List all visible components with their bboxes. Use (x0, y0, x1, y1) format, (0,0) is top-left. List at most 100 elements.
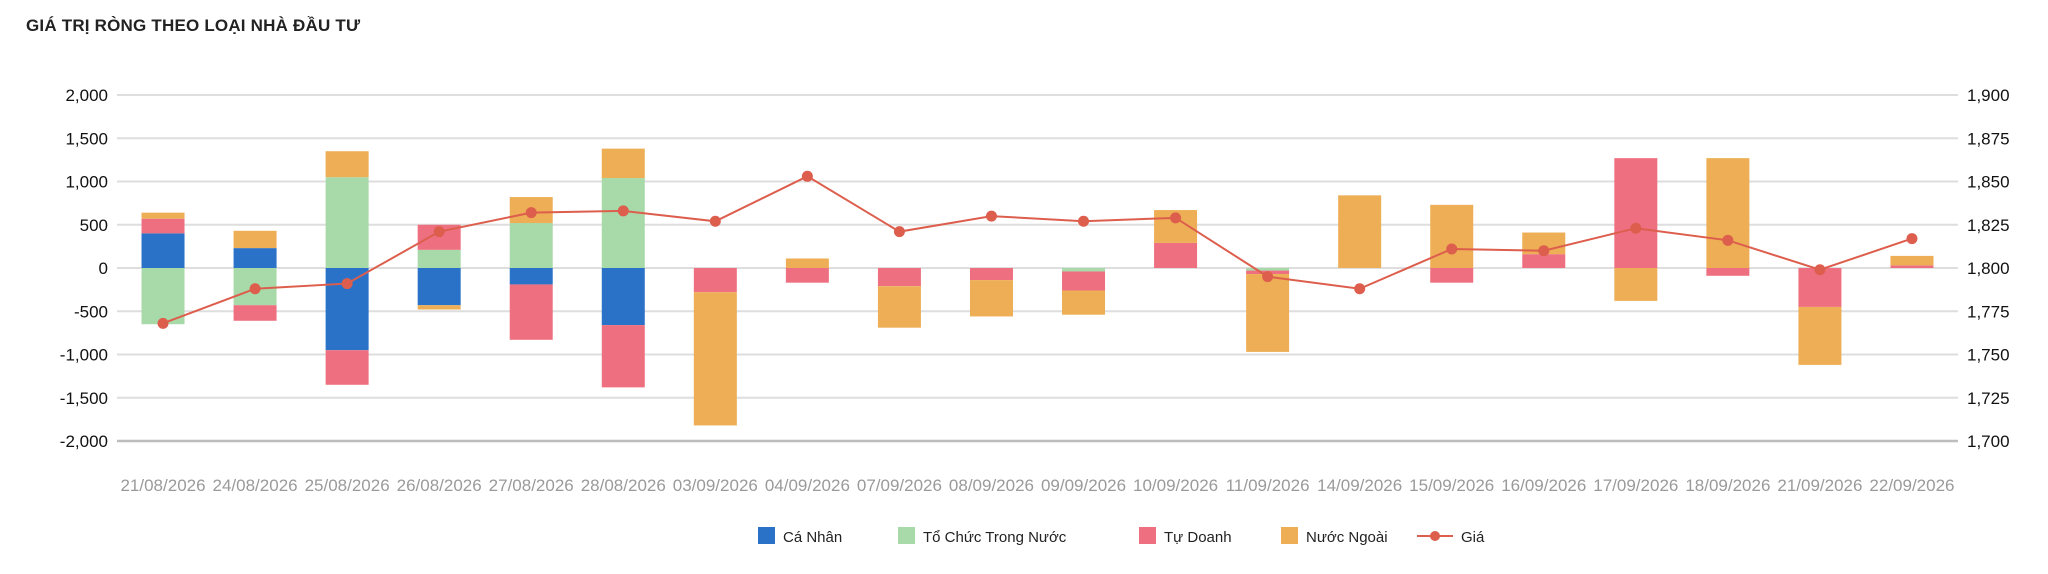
price-point (985, 210, 997, 222)
y-left-tick-label: 1,500 (65, 129, 108, 148)
price-point (1722, 234, 1734, 246)
chart-title: GIÁ TRỊ RÒNG THEO LOẠI NHÀ ĐẦU TƯ (26, 16, 361, 35)
bar-segment (1062, 290, 1106, 315)
price-line (162, 175, 1913, 325)
bar-segment (1890, 265, 1934, 268)
bar-segment (601, 178, 645, 268)
bar-segment (417, 305, 461, 310)
bar-segment (1706, 268, 1750, 276)
legend-swatch (758, 527, 775, 544)
bar-segment (1522, 254, 1566, 268)
bar-segment (1338, 195, 1382, 268)
x-tick-label: 10/09/2026 (1133, 476, 1218, 495)
bar-segment (233, 230, 277, 249)
price-point (617, 205, 629, 217)
y-right-tick-label: 1,775 (1967, 302, 2010, 321)
y-right-tick-label: 1,825 (1967, 216, 2010, 235)
bar-segment (877, 268, 921, 287)
bar-segment (1246, 268, 1290, 271)
x-tick-label: 04/09/2026 (765, 476, 850, 495)
legend-label: Cá Nhân (783, 529, 842, 546)
x-tick-label: 24/08/2026 (213, 476, 298, 495)
legend-label: Tổ Chức Trong Nước (923, 529, 1067, 546)
bar-segment (1614, 158, 1658, 268)
x-tick-label: 18/09/2026 (1685, 476, 1770, 495)
price-point (157, 317, 169, 329)
x-tick-label: 07/09/2026 (857, 476, 942, 495)
x-tick-label: 08/09/2026 (949, 476, 1034, 495)
bar-segment (785, 258, 829, 268)
y-right-tick-label: 1,900 (1967, 86, 2010, 105)
y-right-tick-label: 1,700 (1967, 432, 2010, 451)
price-point (1354, 283, 1366, 295)
x-tick-label: 21/08/2026 (120, 476, 205, 495)
x-tick-label: 16/09/2026 (1501, 476, 1586, 495)
x-tick-label: 15/09/2026 (1409, 476, 1494, 495)
x-tick-label: 22/09/2026 (1869, 476, 1954, 495)
x-tick-label: 03/09/2026 (673, 476, 758, 495)
price-point (1906, 233, 1918, 245)
price-point (249, 283, 261, 295)
legend-swatch (898, 527, 915, 544)
bar-segment (1062, 268, 1106, 272)
bar-segment (141, 268, 185, 325)
x-tick-label: 14/09/2026 (1317, 476, 1402, 495)
price-point (893, 226, 905, 238)
x-tick-label: 09/09/2026 (1041, 476, 1126, 495)
bar-segment (969, 268, 1013, 281)
bar-segment (1246, 274, 1290, 352)
y-right-tick-label: 1,850 (1967, 173, 2010, 192)
y-left-tick-label: 2,000 (65, 86, 108, 105)
bar-segment (417, 249, 461, 268)
price-point (801, 170, 813, 182)
bar-segment (785, 268, 829, 283)
price-point (1814, 264, 1826, 276)
x-tick-label: 28/08/2026 (581, 476, 666, 495)
bar-segment (1798, 306, 1842, 365)
price-point (525, 207, 537, 219)
legend-label: Giá (1461, 529, 1485, 546)
bar-segment (1154, 242, 1198, 268)
x-tick-label: 26/08/2026 (397, 476, 482, 495)
price-point (1262, 271, 1274, 283)
y-right-tick-label: 1,750 (1967, 346, 2010, 365)
bar-segment (969, 280, 1013, 317)
price-point (709, 215, 721, 227)
x-tick-label: 11/09/2026 (1226, 476, 1310, 495)
price-point (1170, 212, 1182, 224)
bar-segment (601, 148, 645, 179)
bar-segment (1430, 204, 1474, 268)
bar-segment (141, 233, 185, 268)
bar-segment (1614, 268, 1658, 301)
bar-segment (233, 248, 277, 268)
y-left-tick-label: -1,500 (60, 389, 108, 408)
bar-segment (601, 268, 645, 326)
bar-segment (1430, 268, 1474, 283)
price-point (341, 278, 353, 290)
y-right-tick-label: 1,875 (1967, 129, 2010, 148)
bar-segment (877, 286, 921, 328)
legend-label: Tự Doanh (1164, 529, 1232, 546)
bar-segment (325, 350, 369, 385)
x-tick-label: 17/09/2026 (1593, 476, 1678, 495)
legend-swatch (1139, 527, 1156, 544)
legend-swatch (1281, 527, 1298, 544)
bar-segment (141, 212, 185, 219)
price-point (433, 226, 445, 238)
bar-segment (693, 292, 737, 426)
price-point (1630, 222, 1642, 234)
x-tick-label: 21/09/2026 (1777, 476, 1862, 495)
legend-marker (1430, 531, 1440, 541)
y-left-tick-label: -2,000 (60, 432, 108, 451)
bar-segment (693, 268, 737, 293)
bar-segment (509, 268, 553, 285)
bar-segment (1706, 158, 1750, 268)
bar-segment (233, 305, 277, 321)
y-left-tick-label: -1,000 (60, 346, 108, 365)
y-left-tick-label: 0 (99, 259, 108, 278)
y-left-tick-label: 500 (80, 216, 108, 235)
x-tick-label: 25/08/2026 (305, 476, 390, 495)
price-point (1078, 215, 1090, 227)
bar-segment (509, 284, 553, 340)
